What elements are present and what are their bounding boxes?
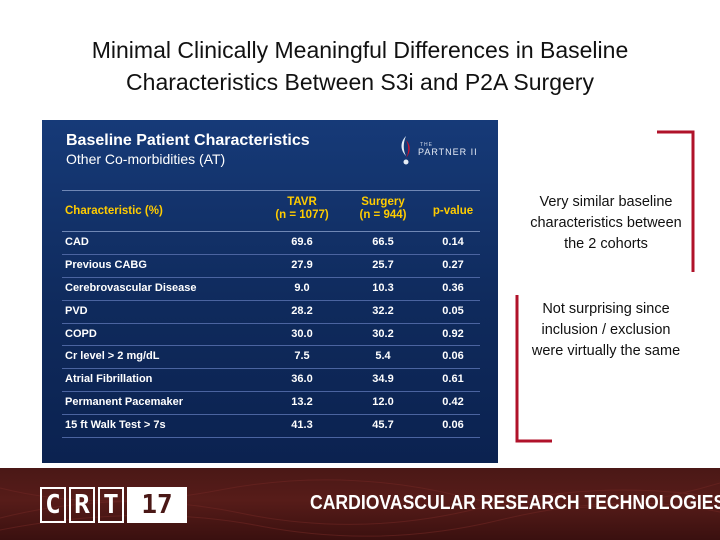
table-row: COPD 30.0 30.2 0.92 [62,324,480,347]
header-pvalue: p-value [432,205,474,217]
slide-title: Minimal Clinically Meaningful Difference… [20,34,700,98]
table-row: 15 ft Walk Test > 7s 41.3 45.7 0.06 [62,415,480,439]
row-name: CAD [65,236,89,248]
partner-logo-icon [401,136,410,165]
panel-subtitle: Other Co-morbidities (AT) [66,151,226,167]
row-name: Permanent Pacemaker [65,396,184,409]
row-surgery-value: 12.0 [372,396,394,409]
header-surgery: Surgery (n = 944) [342,196,424,222]
note-inclusion-exclusion: Not surprising since inclusion / exclusi… [531,301,681,359]
row-tavr-value: 28.2 [291,304,313,317]
red-bracket [515,130,695,443]
row-name: Cerebrovascular Disease [65,281,197,294]
table-row: CAD 69.6 66.5 0.14 [62,232,480,255]
footer-organization-name: CARDIOVASCULAR RESEARCH TECHNOLOGIES [310,492,720,514]
row-tavr-value: 30.0 [291,327,313,340]
slide-title-line-2: Characteristics Between S3i and P2A Surg… [126,69,594,95]
row-surgery-value: 34.9 [372,373,394,386]
row-pvalue: 0.05 [442,304,464,317]
header-tavr-line-2: (n = 1077) [275,209,329,221]
row-pvalue: 0.42 [442,396,464,409]
row-surgery-value: 45.7 [372,419,394,432]
logo-main-text: PARTNER II [418,147,478,157]
row-tavr-value: 13.2 [291,396,313,409]
table-header: Characteristic (%) TAVR (n = 1077) Surge… [62,190,480,232]
row-tavr-value: 27.9 [291,258,313,271]
row-surgery-value: 66.5 [372,236,394,248]
row-surgery-value: 32.2 [372,304,394,317]
header-tavr: TAVR (n = 1077) [257,196,347,222]
row-surgery-value: 30.2 [372,327,394,340]
row-surgery-value: 5.4 [375,350,391,363]
row-pvalue: 0.06 [442,350,464,363]
table-row: Cerebrovascular Disease 9.0 10.3 0.36 [62,278,480,301]
row-name: 15 ft Walk Test > 7s [65,419,166,432]
row-pvalue: 0.92 [442,327,464,340]
row-name: Cr level > 2 mg/dL [65,350,160,363]
header-characteristic: Characteristic (%) [65,205,163,217]
table-row: Permanent Pacemaker 13.2 12.0 0.42 [62,392,480,416]
panel-title: Baseline Patient Characteristics [66,132,310,149]
crt-year: 17 [127,487,187,523]
row-surgery-value: 10.3 [372,281,394,294]
row-pvalue: 0.36 [442,281,464,294]
row-name: Atrial Fibrillation [65,373,153,386]
table-row: Previous CABG 27.9 25.7 0.27 [62,255,480,278]
row-pvalue: 0.14 [442,236,464,248]
row-name: COPD [65,327,97,340]
footer-banner: C R T 17 CARDIOVASCULAR RESEARCH TECHNOL… [0,468,720,540]
row-name: Previous CABG [65,258,147,271]
table-row: Cr level > 2 mg/dL 7.5 5.4 0.06 [62,346,480,370]
row-pvalue: 0.27 [442,258,464,271]
row-tavr-value: 7.5 [294,350,310,363]
row-pvalue: 0.06 [442,419,464,432]
crt-letter-t: T [98,487,124,523]
note-similar-characteristics: Very similar baseline characteristics be… [530,194,682,252]
slide-title-line-1: Minimal Clinically Meaningful Difference… [91,37,629,63]
row-name: PVD [65,304,88,317]
partner-ii-logo: THE PARTNER II [398,134,490,174]
crt-letter-c: C [40,487,66,523]
logo-small-text: THE [420,142,433,148]
row-tavr-value: 41.3 [291,419,313,432]
row-surgery-value: 25.7 [372,258,394,271]
row-tavr-value: 9.0 [294,281,310,294]
row-pvalue: 0.61 [442,373,464,386]
table-row: PVD 28.2 32.2 0.05 [62,301,480,324]
row-tavr-value: 69.6 [291,236,313,248]
header-surgery-line-2: (n = 944) [359,209,407,221]
table-row: Atrial Fibrillation 36.0 34.9 0.61 [62,369,480,393]
characteristics-table: Characteristic (%) TAVR (n = 1077) Surge… [62,190,480,439]
row-tavr-value: 36.0 [291,373,313,386]
crt-letter-r: R [69,487,95,523]
header-surgery-line-1: Surgery [361,196,405,208]
crt17-logo: C R T 17 [40,487,187,523]
header-tavr-line-1: TAVR [287,196,317,208]
baseline-characteristics-panel: Baseline Patient Characteristics Other C… [42,120,498,463]
